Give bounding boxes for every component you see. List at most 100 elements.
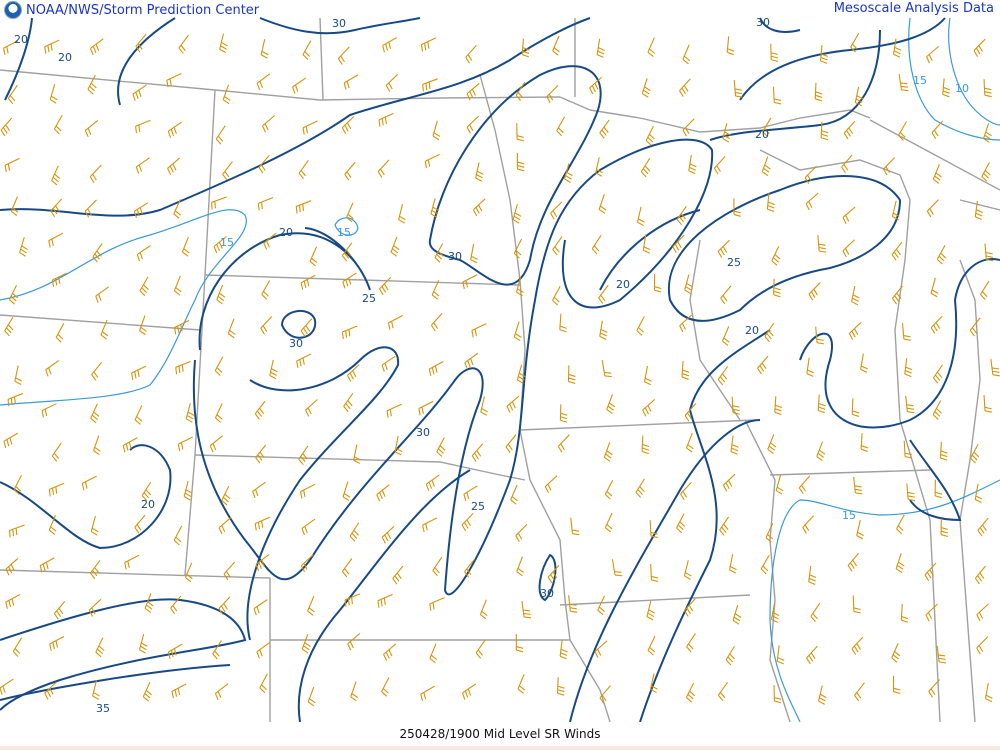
wind-barb <box>223 561 236 581</box>
wind-barb <box>773 278 781 298</box>
wind-barb <box>717 366 729 386</box>
wind-barb <box>762 117 772 138</box>
wind-barb <box>594 640 608 658</box>
wind-barb <box>342 272 357 289</box>
wind-barb <box>516 364 526 384</box>
wind-barb <box>936 244 947 265</box>
wind-barb <box>851 398 860 417</box>
wind-barb <box>688 154 697 175</box>
wind-barb <box>552 285 561 306</box>
wind-barb <box>906 483 916 502</box>
wind-barb <box>301 518 316 536</box>
wind-barb <box>45 360 60 377</box>
wind-barb <box>347 364 360 382</box>
wind-barb <box>300 274 316 290</box>
wind-barb <box>213 236 227 254</box>
wind-barb <box>856 519 864 540</box>
wind-barb <box>466 82 480 101</box>
wind-barb <box>347 632 361 651</box>
wind-barb <box>377 593 393 608</box>
wind-barb <box>643 365 652 386</box>
wind-barb <box>81 475 97 491</box>
wind-barb <box>51 272 67 288</box>
wind-barb <box>515 634 524 653</box>
wind-barb <box>49 636 65 651</box>
wind-barb <box>817 394 826 414</box>
wind-barb <box>556 677 565 696</box>
wind-barb <box>516 556 524 577</box>
wind-barb <box>761 156 771 177</box>
wind-barb <box>905 395 915 414</box>
wind-barb <box>904 358 913 378</box>
wind-barb <box>893 38 902 58</box>
wind-barb <box>261 115 275 133</box>
contour-label: 20 <box>279 226 293 239</box>
contour-label: 15 <box>337 226 351 239</box>
wind-barb <box>255 444 267 464</box>
wind-barb <box>732 605 742 625</box>
contour-label: 25 <box>727 256 741 269</box>
wind-barb <box>843 120 856 140</box>
wind-barb <box>138 634 148 654</box>
wind-barb <box>430 198 440 218</box>
wind-barb <box>767 434 777 454</box>
wind-barb <box>53 600 66 620</box>
wind-barb <box>981 162 991 182</box>
wind-barb <box>382 37 397 53</box>
wind-barb <box>552 35 560 56</box>
wind-barb <box>516 276 524 297</box>
wind-barb <box>10 196 19 216</box>
wind-barb <box>506 395 520 413</box>
wind-barb <box>568 595 578 613</box>
wind-barb <box>733 79 743 98</box>
wind-barb <box>222 84 231 105</box>
wind-barb <box>817 235 827 253</box>
wind-barb <box>819 44 828 64</box>
wind-barb <box>177 436 193 452</box>
contour-label: 15 <box>842 509 856 522</box>
wind-barb <box>546 84 559 103</box>
wind-barb <box>898 73 909 92</box>
wind-barb <box>89 559 101 579</box>
wind-barb <box>48 515 57 535</box>
wind-barb <box>255 554 270 571</box>
wind-barb <box>544 475 558 493</box>
wind-barb <box>381 677 390 697</box>
wind-barb <box>136 245 151 262</box>
wind-barb <box>387 314 403 330</box>
wind-barb <box>854 682 865 702</box>
wind-barb <box>815 326 825 345</box>
wind-barb <box>8 284 19 305</box>
contour-label: 20 <box>745 324 759 337</box>
wind-barb <box>596 38 605 58</box>
wind-barb <box>765 522 774 543</box>
wind-barb <box>757 355 769 375</box>
wind-barb <box>903 440 913 459</box>
wind-barb <box>760 554 770 575</box>
wind-barb <box>808 565 817 585</box>
wind-barb <box>645 126 655 146</box>
wind-barb <box>472 198 486 217</box>
wind-barb <box>977 517 989 537</box>
wind-barb <box>221 485 231 506</box>
contour-label: 30 <box>332 17 346 30</box>
wind-barb <box>641 78 651 98</box>
wind-barb <box>926 45 940 64</box>
wind-barb <box>41 403 57 418</box>
wind-barb <box>386 403 402 418</box>
wind-barb <box>653 274 662 293</box>
map-caption: 250428/1900 Mid Level SR Winds <box>399 727 601 741</box>
wind-barb <box>733 198 741 217</box>
wind-barb <box>806 357 815 377</box>
wind-barb <box>299 483 316 499</box>
wind-barb <box>896 514 905 535</box>
wind-barb <box>802 515 815 534</box>
wind-barb <box>770 43 779 62</box>
wind-barb <box>930 277 939 298</box>
wind-barb <box>901 323 911 341</box>
wind-barb <box>932 164 942 184</box>
wind-barb <box>269 359 278 380</box>
wind-barb <box>171 683 187 699</box>
wind-barb <box>462 274 478 289</box>
